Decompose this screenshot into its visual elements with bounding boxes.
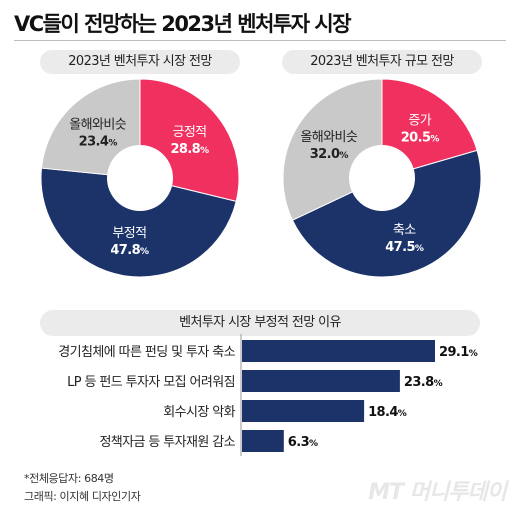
page-title: VC들이 전망하는 2023년 벤처투자 시장: [14, 12, 352, 36]
pie2-title: 2023년 벤처투자 규모 전망: [282, 50, 482, 74]
pie2-slice-2-value: 32.0%: [310, 147, 349, 162]
bar-0-category-label: 경기침체에 따른 펀딩 및 투자 축소: [58, 345, 235, 360]
pie2-slice-1-value: 47.5%: [385, 240, 424, 255]
pie-chart-market-outlook: 긍정적 28.8% 부정적 47.8% 올해와비슷 23.4%: [40, 78, 240, 278]
pie2-donut-hole: [349, 145, 415, 211]
pie1-slice-2-label: 올해와비슷: [69, 117, 126, 132]
pie1-slice-2: [40, 78, 141, 179]
pie1-slice-0-value: 28.8%: [170, 142, 209, 157]
bar-1-value-label: 23.8%: [404, 375, 443, 390]
pie1-donut-hole: [107, 145, 173, 211]
bar-1: [242, 370, 400, 392]
pie2-slice-0-value: 20.5%: [401, 131, 440, 146]
bar-3: [242, 430, 284, 452]
pie1-slice-0-label: 긍정적: [172, 125, 206, 140]
bar-3-category-label: 정책자금 등 투자재원 감소: [99, 435, 235, 450]
pie2-slice-0: [381, 78, 478, 179]
pie2-slice-2-label: 올해와비슷: [300, 130, 357, 145]
pie1-slice-2-value: 23.4%: [79, 134, 118, 149]
bar-3-value-label: 6.3%: [288, 435, 318, 450]
pie1-title: 2023년 벤처투자 시장 전망: [40, 50, 240, 74]
title-divider: [14, 40, 506, 41]
bar-2-category-label: 회수시장 악화: [163, 405, 235, 420]
pie-chart-size-outlook: 증가 20.5% 축소 47.5% 올해와비슷 32.0%: [282, 78, 482, 278]
pie2-slice-1: [291, 149, 482, 278]
credit: 그래픽: 이지혜 디자인기자: [24, 490, 141, 503]
pie2-slice-1-label: 축소: [393, 223, 416, 238]
bar-2-value-label: 18.4%: [368, 405, 407, 420]
bar-0: [242, 340, 435, 362]
brand-watermark: MT 머니투데이: [368, 480, 507, 505]
bar-1-category-label: LP 등 펀드 투자자 모집 어려워짐: [67, 375, 235, 390]
pie1-slice-1-value: 47.8%: [110, 243, 149, 258]
footnote: *전체응답자: 684명: [24, 472, 114, 485]
bar-chart-negative-reasons: 경기침체에 따른 펀딩 및 투자 축소 29.1% LP 등 펀드 투자자 모집 어…: [58, 334, 478, 456]
bar-2: [242, 400, 365, 422]
pie2-slice-0-label: 증가: [408, 114, 431, 129]
bar-0-value-label: 29.1%: [439, 345, 478, 360]
pie1-slice-1-label: 부정적: [112, 226, 146, 241]
pie1-slice-1: [40, 167, 237, 278]
bar-chart-title: 벤처투자 시장 부정적 전망 이유: [40, 310, 480, 336]
